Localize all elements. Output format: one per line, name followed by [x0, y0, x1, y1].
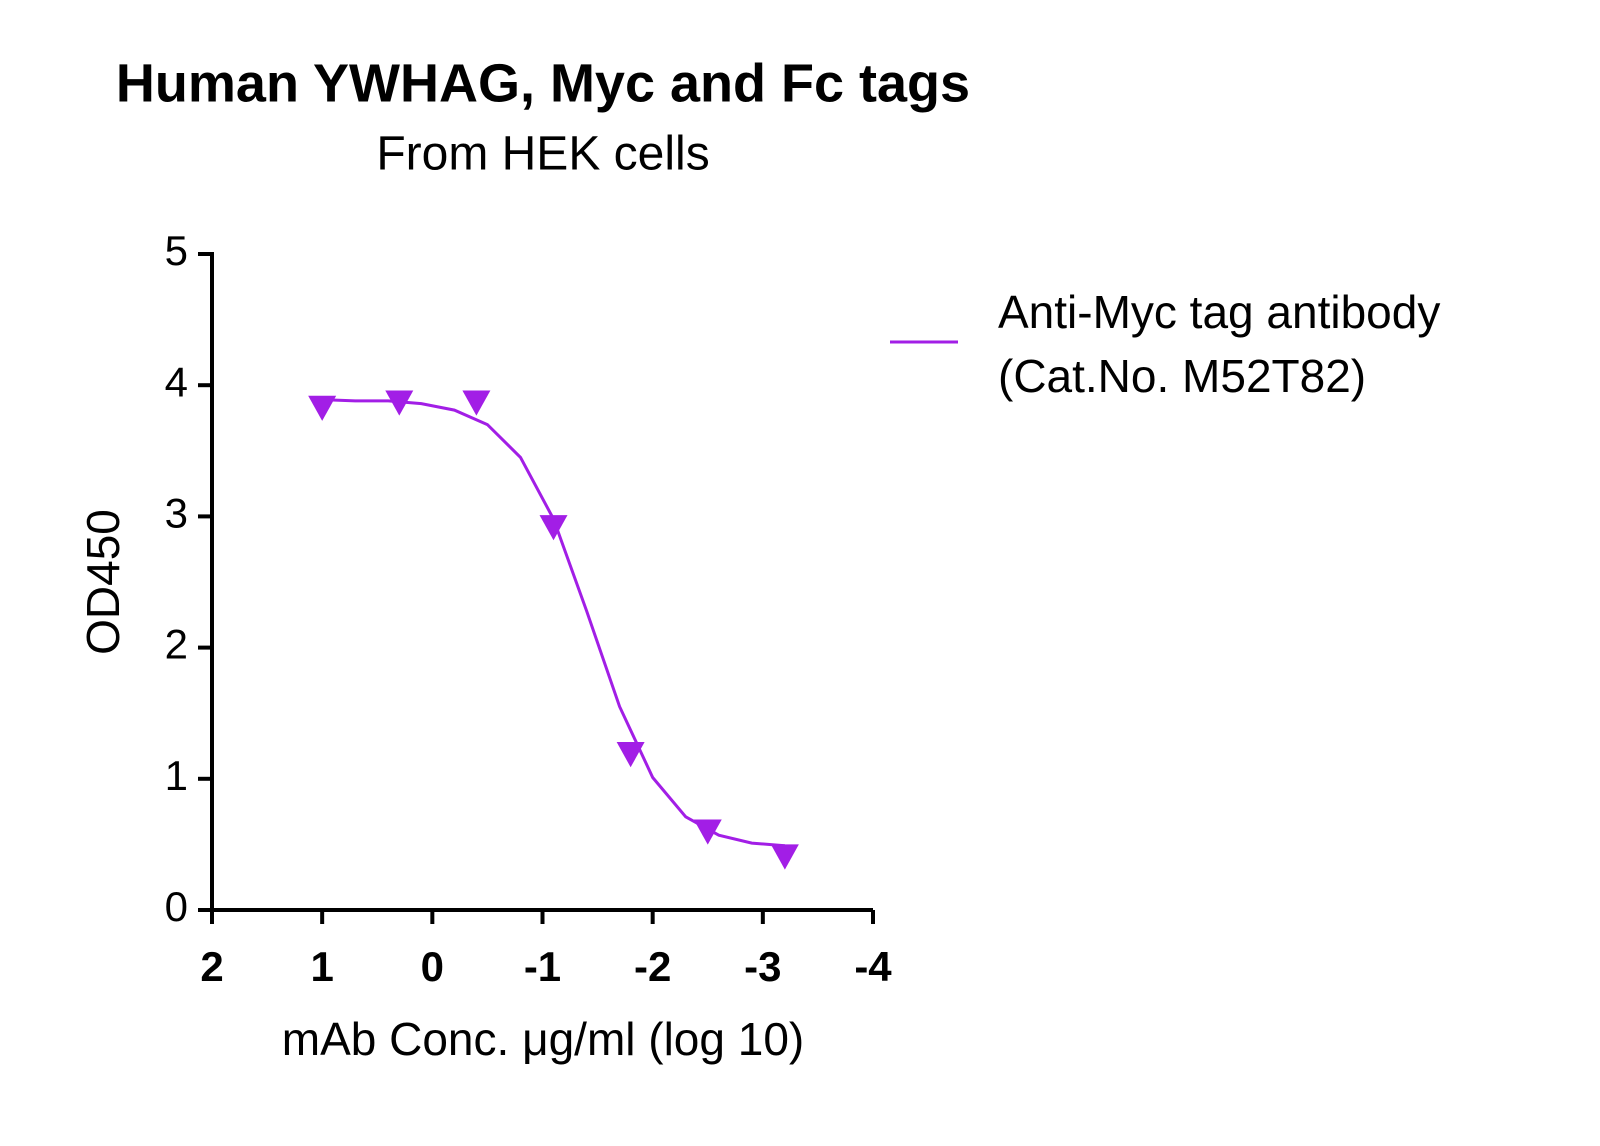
x-tick-label: -3	[744, 943, 781, 990]
data-point	[616, 742, 645, 768]
y-tick-label: 3	[165, 489, 188, 536]
data-point	[770, 844, 799, 870]
y-axis-label: OD450	[77, 509, 129, 655]
data-point	[693, 819, 722, 845]
x-tick-label: 0	[421, 943, 444, 990]
chart-subtitle: From HEK cells	[376, 128, 709, 181]
data-point	[308, 395, 337, 421]
y-tick-label: 0	[165, 883, 188, 930]
x-axis-label: mAb Conc. μg/ml (log 10)	[282, 1013, 804, 1065]
x-tick-label: 2	[200, 943, 223, 990]
y-tick-label: 4	[165, 358, 188, 405]
x-tick-label: 1	[310, 943, 333, 990]
legend-label: (Cat.No. M52T82)	[998, 350, 1366, 402]
x-tick-label: -1	[524, 943, 561, 990]
data-point	[385, 390, 414, 416]
legend-label: Anti-Myc tag antibody	[998, 286, 1440, 338]
y-tick-label: 2	[165, 621, 188, 668]
y-tick-label: 5	[165, 227, 188, 274]
x-tick-label: -2	[634, 943, 671, 990]
data-point	[539, 515, 568, 541]
x-tick-label: -4	[854, 943, 892, 990]
data-point	[462, 390, 491, 416]
chart-title: Human YWHAG, Myc and Fc tags	[116, 53, 970, 113]
y-tick-label: 1	[165, 752, 188, 799]
